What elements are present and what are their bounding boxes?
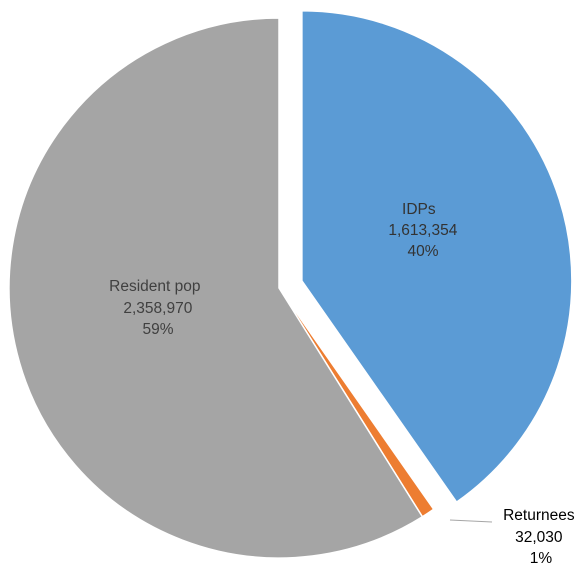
idps-label-value: 1,613,354	[388, 222, 457, 239]
returnees-leader-line	[449, 519, 493, 523]
resident-pop-label-name: Resident pop	[109, 278, 200, 295]
resident-pop-label: Resident pop 2,358,970 59%	[109, 278, 205, 338]
returnees-label-percent: 1%	[530, 550, 553, 567]
idps-label-name: IDPs	[402, 201, 436, 218]
idps-label: IDPs 1,613,354 40%	[388, 201, 461, 260]
returnees-label-value: 32,030	[515, 529, 563, 546]
resident-pop-label-value: 2,358,970	[123, 300, 192, 317]
pie-slice-resident-pop	[8, 17, 424, 559]
pie-slices	[8, 10, 573, 559]
returnees-label: Returnees 32,030 1%	[503, 507, 579, 567]
returnees-label-name: Returnees	[503, 507, 575, 524]
idps-label-percent: 40%	[407, 243, 438, 260]
resident-pop-label-percent: 59%	[142, 321, 173, 338]
pie-slice-idps	[301, 10, 573, 504]
